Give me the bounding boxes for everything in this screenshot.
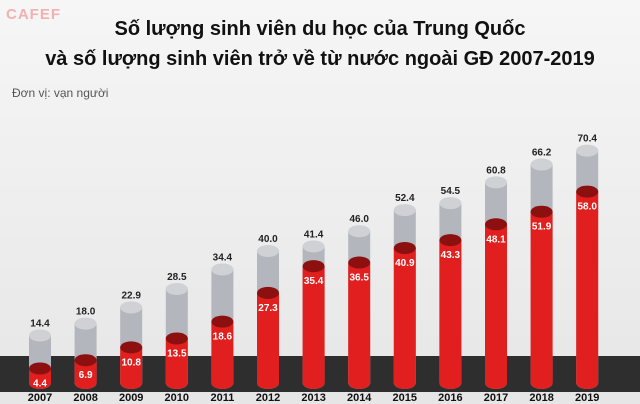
bar-group-2017: 60.8 48.1 (485, 165, 507, 389)
bar-returned-2008-top (74, 354, 97, 367)
chart-title-line1: Số lượng sinh viên du học của Trung Quốc (114, 18, 526, 40)
bar-returned-2010-body (165, 338, 188, 389)
value-label-returned-2009: 10.8 (121, 357, 141, 368)
x-tick-label-2009: 2009 (119, 392, 143, 404)
bar-outbound-2014-top (348, 225, 371, 238)
bar-outbound-2008-top (74, 317, 97, 330)
bars-group: 14.4 4.4 18.0 6.9 22.9 10.8 28.5 13.5 34.4 18.6 40… (29, 134, 599, 389)
bar-returned-2012-top (257, 286, 279, 299)
value-label-outbound-2014: 46.0 (349, 214, 369, 225)
bar-returned-2018-body (530, 211, 553, 389)
bar-outbound-2013-top (302, 240, 325, 253)
chart-title-line2: và số lượng sinh viên trở về từ nước ngo… (45, 48, 595, 70)
value-label-outbound-2018: 66.2 (532, 148, 552, 159)
bar-returned-2018-top (530, 205, 553, 218)
bar-returned-2013-top (302, 260, 325, 273)
bar-group-2013: 41.4 35.4 (302, 229, 325, 389)
x-tick-label-2014: 2014 (347, 392, 372, 404)
bar-outbound-2011-top (211, 263, 234, 276)
value-label-returned-2018: 51.9 (532, 222, 552, 233)
bar-returned-2008-body (74, 360, 97, 389)
x-tick-label-2015: 2015 (393, 392, 417, 404)
x-tick-label-2008: 2008 (73, 392, 97, 404)
value-label-outbound-2011: 34.4 (213, 252, 233, 263)
bar-outbound-2018-top (530, 158, 553, 171)
bar-returned-2019-body (576, 191, 599, 389)
x-tick-label-2019: 2019 (575, 392, 599, 404)
value-label-outbound-2009: 22.9 (121, 290, 141, 301)
bar-returned-2010-top (165, 332, 188, 345)
bar-returned-2014-body (348, 262, 371, 389)
bar-group-2018: 66.2 51.9 (530, 148, 553, 389)
value-label-returned-2010: 13.5 (167, 348, 187, 359)
value-label-outbound-2012: 40.0 (258, 234, 278, 245)
x-axis-labels: 2007 2008 2009 2010 2011 2012 2013 2014 2015 2016… (28, 392, 600, 404)
value-label-outbound-2016: 54.5 (441, 186, 461, 197)
bar-group-2007: 14.4 4.4 (29, 318, 51, 389)
bar-group-2008: 18.0 6.9 (74, 307, 97, 389)
bar-outbound-2016-top (439, 197, 462, 210)
bar-returned-2017-top (485, 218, 507, 231)
bar-returned-2011-top (211, 315, 234, 328)
value-label-returned-2013: 35.4 (304, 276, 324, 287)
value-label-returned-2012: 27.3 (258, 303, 278, 314)
value-label-returned-2015: 40.9 (395, 258, 415, 269)
cafef-logo: CAFEF (6, 6, 61, 23)
bar-group-2019: 70.4 58.0 (576, 134, 599, 389)
value-label-returned-2007: 4.4 (33, 378, 47, 389)
bar-group-2010: 28.5 13.5 (165, 272, 188, 389)
bar-returned-2017-body (485, 224, 507, 389)
bar-returned-2011-body (211, 321, 234, 389)
bar-returned-2015-body (393, 248, 416, 389)
value-label-outbound-2015: 52.4 (395, 193, 415, 204)
x-tick-label-2012: 2012 (256, 392, 280, 404)
value-label-returned-2014: 36.5 (349, 273, 369, 284)
x-tick-label-2010: 2010 (165, 392, 189, 404)
bar-group-2012: 40.0 27.3 (257, 234, 279, 389)
value-label-returned-2011: 18.6 (213, 332, 233, 343)
x-tick-label-2017: 2017 (484, 392, 508, 404)
bar-outbound-2007-top (29, 329, 51, 342)
bar-outbound-2012-top (257, 245, 279, 257)
value-label-outbound-2019: 70.4 (577, 134, 597, 145)
value-label-returned-2019: 58.0 (577, 202, 597, 213)
bar-returned-2016-body (439, 240, 462, 389)
bar-outbound-2009-top (120, 301, 143, 314)
bar-group-2015: 52.4 40.9 (393, 193, 416, 389)
bar-group-2011: 34.4 18.6 (211, 252, 234, 389)
bar-group-2014: 46.0 36.5 (348, 214, 371, 389)
value-label-outbound-2017: 60.8 (486, 165, 506, 176)
x-tick-label-2011: 2011 (210, 392, 234, 404)
bar-returned-2009-top (120, 341, 143, 354)
value-label-returned-2016: 43.3 (441, 250, 461, 261)
bar-returned-2014-top (348, 256, 371, 269)
bar-returned-2009-body (120, 347, 143, 389)
bar-returned-2019-top (576, 185, 599, 198)
bar-returned-2015-top (393, 242, 416, 255)
x-tick-label-2018: 2018 (529, 392, 553, 404)
value-label-outbound-2013: 41.4 (304, 229, 324, 240)
x-tick-label-2016: 2016 (438, 392, 462, 404)
value-label-outbound-2008: 18.0 (76, 307, 96, 318)
bar-outbound-2015-top (393, 204, 416, 217)
bar-returned-2016-top (439, 234, 462, 247)
bar-group-2009: 22.9 10.8 (120, 290, 143, 389)
x-tick-label-2013: 2013 (301, 392, 325, 404)
bar-outbound-2019-top (576, 144, 599, 157)
bar-returned-2012-body (257, 292, 279, 389)
bar-outbound-2010-top (165, 282, 188, 295)
x-tick-label-2007: 2007 (28, 392, 52, 404)
bar-group-2016: 54.5 43.3 (439, 186, 462, 389)
bar-returned-2013-body (302, 266, 325, 389)
bar-outbound-2017-top (485, 176, 507, 189)
unit-label: Đơn vị: vạn người (12, 86, 109, 100)
value-label-outbound-2007: 14.4 (30, 318, 50, 329)
bar-returned-2007-top (29, 362, 51, 375)
value-label-outbound-2010: 28.5 (167, 272, 187, 283)
value-label-returned-2017: 48.1 (486, 234, 506, 245)
value-label-returned-2008: 6.9 (79, 370, 93, 381)
